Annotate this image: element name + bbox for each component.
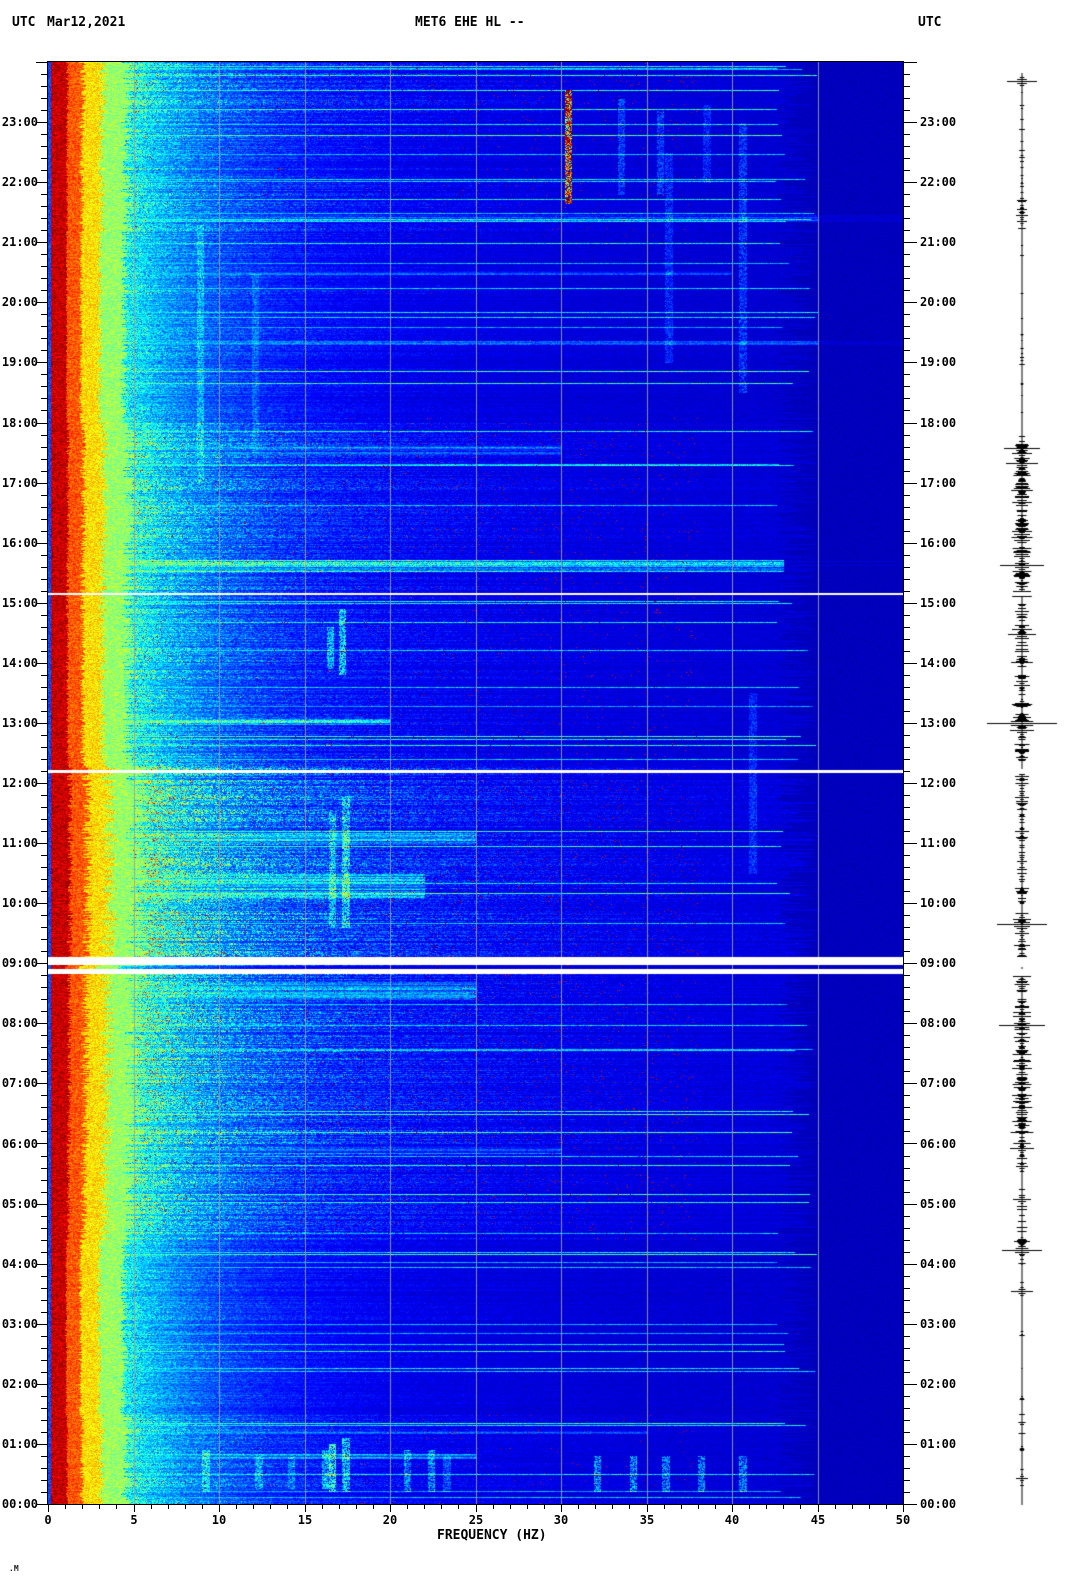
time-tick-label-left: 00:00 — [1, 1497, 38, 1511]
time-tick-label-left: 05:00 — [1, 1197, 38, 1211]
time-tick-label-left: 02:00 — [1, 1377, 38, 1391]
time-tick-label-left: 09:00 — [1, 956, 38, 970]
time-tick-label-right: 03:00 — [920, 1317, 957, 1331]
time-tick-label-left: 14:00 — [1, 656, 38, 670]
time-tick-label-right: 12:00 — [920, 776, 957, 790]
time-tick-label-right: 06:00 — [920, 1137, 957, 1151]
time-tick-label-left: 08:00 — [1, 1016, 38, 1030]
time-tick-label-left: 23:00 — [1, 115, 38, 129]
freq-tick-label: 30 — [553, 1513, 569, 1527]
time-tick-label-right: 21:00 — [920, 235, 957, 249]
time-tick-label-right: 07:00 — [920, 1076, 957, 1090]
header-timezone-left: UTC — [12, 15, 36, 30]
time-tick-label-right: 22:00 — [920, 175, 957, 189]
freq-tick-label: 15 — [297, 1513, 313, 1527]
freq-tick-label: 0 — [44, 1513, 52, 1527]
time-tick-label-right: 18:00 — [920, 416, 957, 430]
x-axis-title: FREQUENCY (HZ) — [437, 1528, 547, 1543]
time-tick-label-right: 08:00 — [920, 1016, 957, 1030]
freq-tick-label: 50 — [895, 1513, 911, 1527]
amplitude-trace-canvas — [950, 0, 1066, 1584]
time-tick-label-right: 17:00 — [920, 476, 957, 490]
time-tick-label-right: 09:00 — [920, 956, 957, 970]
time-tick-label-right: 19:00 — [920, 355, 957, 369]
footer-mark: .M — [9, 1564, 19, 1573]
freq-tick-label: 35 — [639, 1513, 655, 1527]
freq-tick-label: 25 — [468, 1513, 484, 1527]
freq-tick-label: 20 — [382, 1513, 398, 1527]
time-tick-label-left: 22:00 — [1, 175, 38, 189]
freq-tick-label: 10 — [211, 1513, 227, 1527]
station-title: MET6 EHE HL -- — [415, 15, 525, 30]
time-tick-label-right: 02:00 — [920, 1377, 957, 1391]
time-tick-label-right: 13:00 — [920, 716, 957, 730]
time-tick-label-right: 11:00 — [920, 836, 957, 850]
time-tick-label-right: 05:00 — [920, 1197, 957, 1211]
time-tick-label-left: 03:00 — [1, 1317, 38, 1331]
time-tick-label-left: 19:00 — [1, 355, 38, 369]
header-timezone-right: UTC — [918, 15, 942, 30]
spectrogram-canvas — [48, 62, 903, 1504]
time-tick-label-left: 20:00 — [1, 295, 38, 309]
freq-tick-label: 5 — [130, 1513, 138, 1527]
time-tick-label-left: 13:00 — [1, 716, 38, 730]
time-tick-label-left: 11:00 — [1, 836, 38, 850]
time-tick-label-left: 04:00 — [1, 1257, 38, 1271]
freq-tick-label: 40 — [724, 1513, 740, 1527]
time-tick-label-left: 01:00 — [1, 1437, 38, 1451]
freq-tick-label: 45 — [810, 1513, 826, 1527]
time-tick-label-right: 15:00 — [920, 596, 957, 610]
time-tick-label-left: 17:00 — [1, 476, 38, 490]
time-tick-label-left: 07:00 — [1, 1076, 38, 1090]
time-tick-label-left: 10:00 — [1, 896, 38, 910]
time-tick-label-left: 18:00 — [1, 416, 38, 430]
time-tick-label-left: 21:00 — [1, 235, 38, 249]
time-tick-label-right: 16:00 — [920, 536, 957, 550]
time-tick-label-right: 10:00 — [920, 896, 957, 910]
time-tick-label-right: 01:00 — [920, 1437, 957, 1451]
time-tick-label-right: 00:00 — [920, 1497, 957, 1511]
time-tick-label-right: 14:00 — [920, 656, 957, 670]
time-tick-label-left: 15:00 — [1, 596, 38, 610]
time-tick-label-left: 12:00 — [1, 776, 38, 790]
time-tick-label-right: 23:00 — [920, 115, 957, 129]
time-tick-label-right: 20:00 — [920, 295, 957, 309]
time-tick-label-right: 04:00 — [920, 1257, 957, 1271]
header-date-label: Mar12,2021 — [47, 15, 126, 30]
time-tick-label-left: 06:00 — [1, 1137, 38, 1151]
time-tick-label-left: 16:00 — [1, 536, 38, 550]
